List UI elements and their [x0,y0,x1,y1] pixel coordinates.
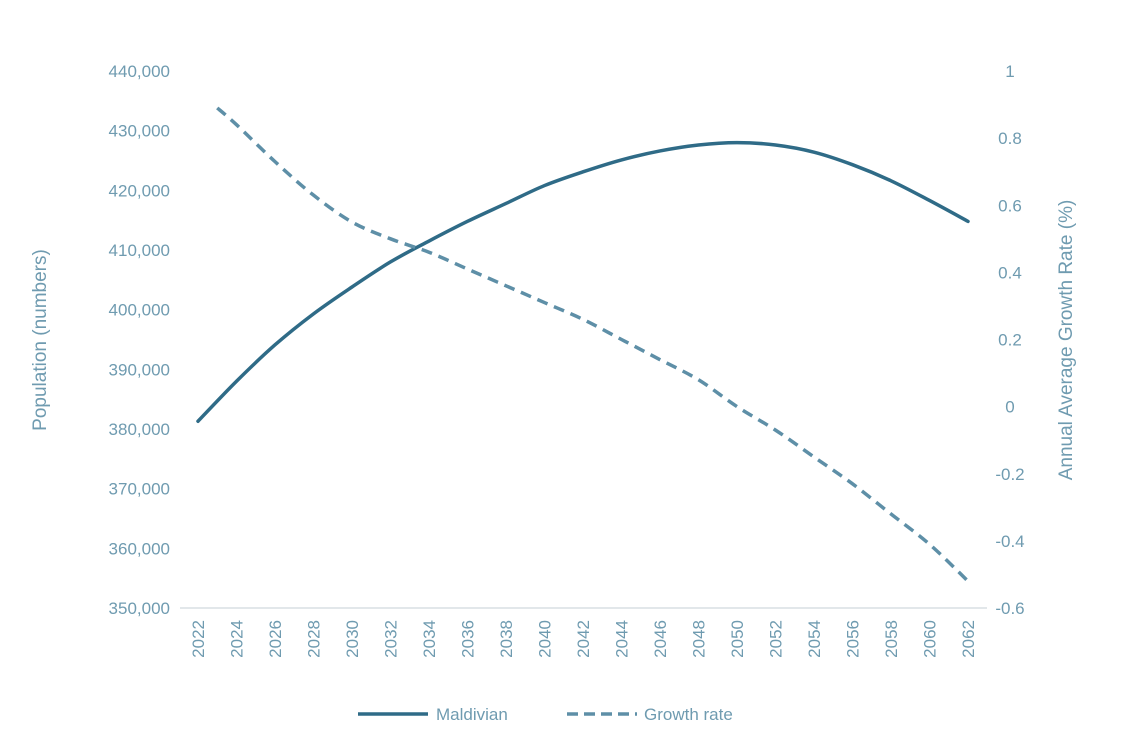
left-y-tick-label: 430,000 [109,122,170,141]
right-y-tick-label: 0.2 [998,331,1022,350]
x-tick-label: 2038 [497,620,516,658]
left-y-tick-label: 380,000 [109,420,170,439]
x-tick-label: 2024 [228,620,247,658]
x-tick-label: 2060 [921,620,940,658]
x-tick-label: 2046 [651,620,670,658]
right-y-tick-label: 0.8 [998,129,1022,148]
x-tick-label: 2028 [305,620,324,658]
x-tick-label: 2042 [574,620,593,658]
right-y-tick-label: 0.4 [998,263,1022,282]
left-y-tick-label: 420,000 [109,181,170,200]
x-tick-label: 2048 [690,620,709,658]
x-tick-label: 2026 [266,620,285,658]
series-line-growth-rate [216,106,970,583]
x-tick-label: 2052 [767,620,786,658]
legend-label-maldivian: Maldivian [436,705,508,724]
left-y-axis-title: Population (numbers) [30,249,51,431]
right-y-axis-title: Annual Average Growth Rate (%) [1056,200,1077,481]
right-y-tick-label: -0.4 [995,532,1024,551]
x-tick-label: 2040 [536,620,555,658]
x-axis: 2022 2024 2026 2028 2030 2032 2034 2036 2038 2040… [189,620,978,658]
right-y-axis: -0.6 -0.4 -0.2 0 0.2 0.4 0.6 0.8 1 [995,62,1024,618]
x-tick-label: 2056 [844,620,863,658]
legend: Maldivian Growth rate [358,705,733,724]
left-y-tick-label: 360,000 [109,539,170,558]
x-tick-label: 2030 [343,620,362,658]
right-y-tick-label: -0.6 [995,599,1024,618]
legend-label-growth-rate: Growth rate [644,705,733,724]
x-tick-label: 2050 [728,620,747,658]
right-y-tick-label: 0 [1005,398,1014,417]
right-y-tick-label: 0.6 [998,196,1022,215]
right-y-tick-label: 1 [1005,62,1014,81]
x-tick-label: 2022 [189,620,208,658]
left-y-tick-label: 390,000 [109,360,170,379]
x-tick-label: 2058 [882,620,901,658]
left-y-tick-label: 370,000 [109,480,170,499]
left-y-tick-label: 410,000 [109,241,170,260]
x-tick-label: 2062 [959,620,978,658]
left-y-tick-label: 350,000 [109,599,170,618]
series-line-maldivian [196,140,970,423]
left-y-tick-label: 440,000 [109,62,170,81]
left-y-tick-label: 400,000 [109,301,170,320]
x-tick-label: 2044 [613,620,632,658]
x-tick-label: 2036 [459,620,478,658]
left-y-axis: 350,000 360,000 370,000 380,000 390,000 400,0… [109,62,170,618]
right-y-tick-label: -0.2 [995,465,1024,484]
x-tick-label: 2032 [382,620,401,658]
x-tick-label: 2054 [805,620,824,658]
x-tick-label: 2034 [420,620,439,658]
